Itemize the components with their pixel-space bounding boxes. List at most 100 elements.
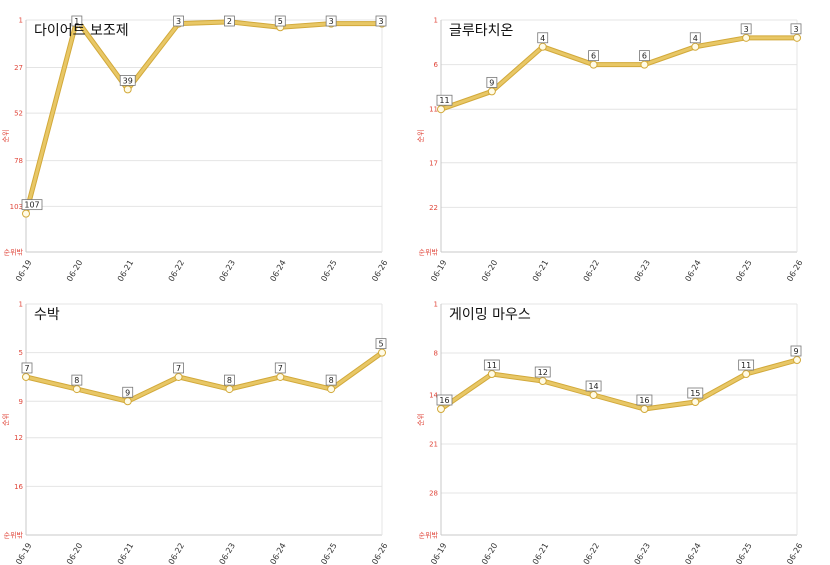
y-tick-label: 14	[429, 392, 438, 400]
y-tick-label: 9	[19, 398, 23, 406]
series-line-shadow	[440, 35, 797, 112]
x-tick-label: 06-22	[582, 541, 601, 565]
x-tick-label: 06-19	[429, 541, 448, 565]
data-label: 3	[176, 17, 181, 26]
data-label-box	[740, 23, 752, 35]
y-tick-label: 1	[434, 17, 438, 25]
data-point	[276, 372, 285, 381]
data-label-box	[224, 15, 235, 27]
x-tick-label: 06-25	[734, 258, 753, 283]
data-label: 16	[439, 396, 449, 405]
y-tick-label-out-of-rank: 순위밖	[419, 531, 439, 540]
data-label: 3	[378, 17, 383, 26]
y-axis-label: 순위	[2, 130, 10, 143]
data-point	[123, 397, 132, 406]
data-label-box	[274, 15, 286, 27]
chart-title: 게이밍 마우스	[449, 307, 531, 323]
x-tick-label: 06-24	[268, 541, 287, 565]
data-point	[589, 60, 598, 69]
data-point	[640, 60, 649, 69]
y-tick-label: 16	[14, 483, 23, 491]
data-label-box	[375, 338, 387, 350]
x-tick-label: 06-22	[167, 258, 186, 283]
data-label: 12	[538, 368, 548, 377]
y-tick-label: 22	[429, 204, 438, 212]
data-point	[174, 372, 183, 381]
data-label-box	[636, 394, 653, 406]
data-label-box	[790, 345, 802, 357]
data-point	[691, 398, 700, 406]
y-tick-label: 103	[10, 203, 23, 211]
y-axis-label: 순위	[417, 130, 425, 143]
data-label-box	[71, 15, 83, 27]
data-point	[691, 42, 700, 51]
chart-title: 다이어트 보조제	[34, 23, 129, 39]
x-tick-label: 06-25	[319, 541, 338, 565]
data-label: 11	[741, 361, 751, 370]
data-label: 3	[744, 25, 749, 34]
x-tick-label: 06-24	[268, 258, 287, 283]
data-label: 8	[74, 376, 79, 385]
y-tick-label-out-of-rank: 순위밖	[4, 531, 24, 540]
data-label-box	[325, 374, 337, 386]
data-label: 1	[74, 17, 79, 26]
data-label-box	[738, 359, 755, 371]
data-point	[742, 370, 751, 378]
series-line	[440, 36, 797, 111]
x-tick-label: 06-20	[65, 541, 84, 565]
x-tick-label: 06-21	[531, 258, 550, 283]
data-label: 6	[591, 52, 596, 61]
data-label: 7	[24, 364, 29, 373]
y-tick-label: 12	[14, 434, 23, 442]
data-label-box	[21, 362, 33, 374]
data-label-box	[486, 76, 498, 88]
chart-panel-3: 1 5 9 12 16 순위밖 순위 06-19 06-20 06-21 06-22 06-23 06-…	[2, 301, 390, 565]
data-label-box	[436, 94, 453, 106]
y-tick-label: 1	[19, 17, 23, 25]
data-point	[378, 348, 386, 357]
x-tick-label: 06-19	[14, 541, 33, 565]
data-label-box	[534, 366, 551, 378]
data-point	[538, 42, 547, 51]
data-label: 107	[24, 201, 39, 210]
data-label: 5	[278, 17, 283, 26]
data-point	[487, 370, 496, 378]
data-label: 2	[227, 17, 232, 26]
data-label-box	[119, 75, 136, 86]
y-tick-label: 1	[19, 301, 23, 309]
y-tick-label: 27	[14, 64, 23, 72]
y-tick-label: 78	[14, 157, 23, 165]
x-tick-label: 06-26	[370, 541, 389, 565]
series-line	[25, 351, 383, 403]
data-label-box	[687, 387, 704, 399]
x-tick-label: 06-25	[319, 258, 338, 283]
y-tick-label: 28	[429, 490, 438, 498]
data-point	[640, 405, 649, 413]
data-label-box	[173, 362, 184, 374]
data-label-box	[173, 15, 184, 27]
x-tick-label: 06-23	[218, 258, 237, 283]
y-axis-label: 순위	[2, 413, 10, 426]
data-label: 39	[123, 76, 133, 85]
data-label-box	[588, 50, 599, 62]
x-tick-label: 06-21	[531, 541, 550, 565]
y-tick-label: 6	[434, 61, 439, 69]
y-tick-label: 8	[434, 350, 438, 358]
data-label-box	[71, 374, 83, 386]
y-tick-label: 5	[19, 349, 23, 357]
data-label: 9	[489, 78, 494, 87]
x-tick-label: 06-23	[633, 258, 652, 283]
chart-panel-4: 1 8 14 21 28 순위밖 순위 06-19 06-20 06-21 06-22 06-23 06…	[417, 301, 805, 565]
y-tick-label: 17	[429, 159, 438, 167]
x-tick-label: 06-22	[582, 258, 601, 283]
data-label: 16	[639, 396, 649, 405]
data-label-box	[224, 374, 235, 386]
x-tick-label: 06-19	[429, 258, 448, 283]
data-label-box	[436, 394, 453, 406]
series-line-shadow	[23, 17, 382, 215]
data-label-box	[689, 32, 701, 44]
data-label-box	[325, 15, 337, 27]
chart-panel-2: 1 6 11 17 22 순위밖 순위 06-19 06-20 06-21 06-22 06-23 06…	[417, 17, 805, 284]
y-tick-label: 21	[429, 441, 438, 449]
